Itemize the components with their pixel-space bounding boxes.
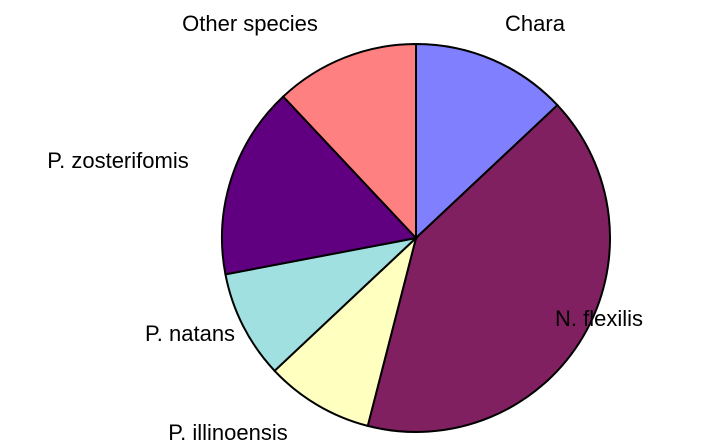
pie-slice: [415, 42, 559, 241]
pie-slice: [221, 95, 418, 276]
slice-label: N. flexilis: [555, 306, 643, 331]
pie-slice: [273, 234, 418, 428]
slice-label: Other species: [182, 11, 318, 36]
slice-label: P. illinoensis: [168, 420, 287, 445]
pie-slice: [281, 42, 417, 241]
slice-label: P. natans: [145, 321, 235, 346]
pie-slice: [366, 103, 611, 433]
slice-label: Chara: [505, 11, 566, 36]
pie-slice: [224, 236, 420, 373]
slice-label: P. zosterifomis: [47, 148, 188, 173]
